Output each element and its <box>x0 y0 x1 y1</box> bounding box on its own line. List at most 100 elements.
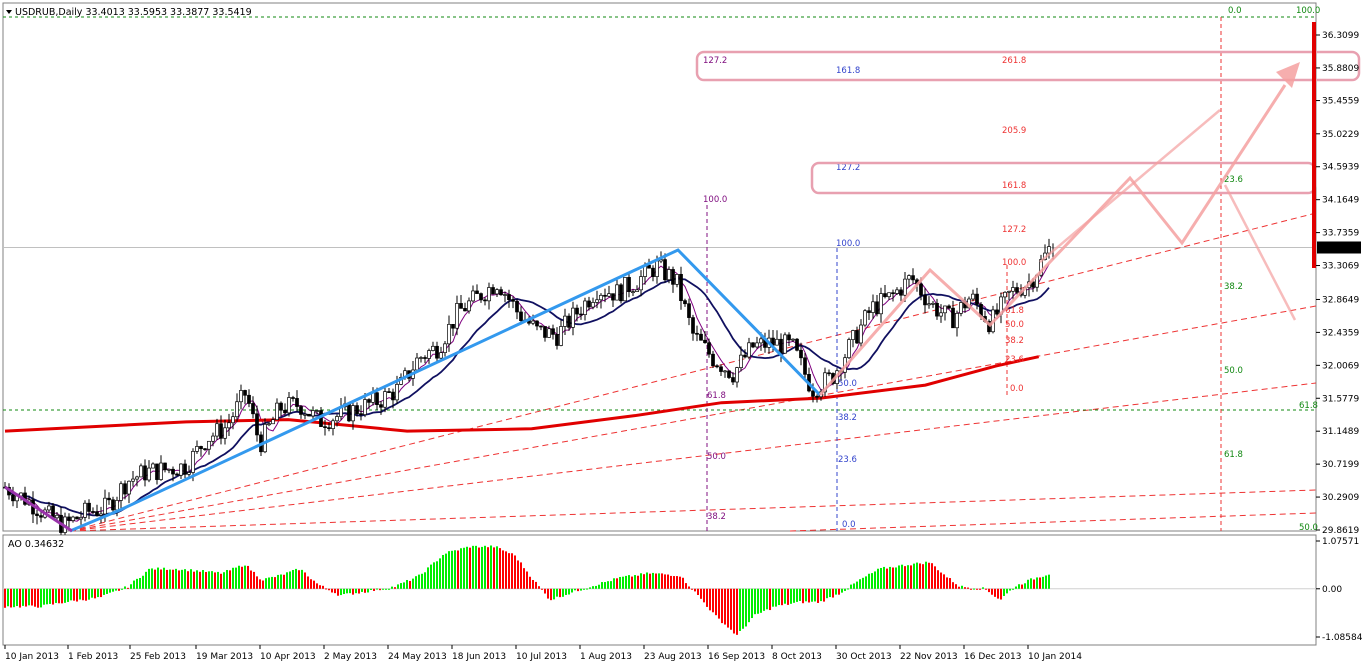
fib-label: 100.0 <box>703 195 727 205</box>
candle-body <box>395 384 399 401</box>
ao-bar <box>616 578 618 589</box>
ao-bar <box>670 575 672 589</box>
overlay-layer: 0.0 100.0 127.2 161.8 261.8 205.9 127.2 161.8 23… <box>4 6 1361 533</box>
ao-bar <box>205 571 207 589</box>
ao-bar <box>904 566 906 589</box>
ao-bar <box>772 588 774 607</box>
ao-bar <box>49 588 51 604</box>
ao-bar <box>247 565 249 589</box>
candle-body <box>415 357 419 371</box>
ao-bar <box>739 588 741 631</box>
ao-bar <box>880 568 882 589</box>
ao-bar <box>463 547 465 589</box>
ao-bar <box>751 588 753 619</box>
candle-body <box>179 463 183 476</box>
ao-bar <box>940 572 942 589</box>
fib-label: 23.6 <box>1005 355 1024 365</box>
range-bar <box>1312 22 1316 268</box>
candle-body <box>919 283 923 296</box>
fib-label: 161.8 <box>1002 181 1026 191</box>
ao-bar <box>451 550 453 589</box>
candle-body <box>943 305 947 314</box>
ao-bar <box>1018 584 1020 589</box>
candle-body <box>703 339 707 344</box>
ao-bar <box>460 548 462 589</box>
ao-bar <box>505 551 507 589</box>
candle-body <box>351 405 355 422</box>
candle-body <box>275 402 279 421</box>
ao-bar <box>535 581 537 589</box>
ao-bar <box>832 588 834 598</box>
candle-body <box>35 513 39 516</box>
chart-header[interactable]: USDRUB,Daily 33.4013 33.5953 33.3877 33.… <box>6 7 252 18</box>
ao-bar <box>760 588 762 613</box>
candle-body <box>579 313 583 316</box>
ao-bar <box>112 588 114 592</box>
ao-bar <box>865 576 867 589</box>
candle-body <box>107 497 111 501</box>
candle-body <box>583 300 587 315</box>
ao-bar <box>640 573 642 589</box>
candle-body <box>687 303 691 318</box>
candle-body <box>103 497 107 515</box>
candle-body <box>887 292 891 298</box>
candle-body <box>539 325 543 328</box>
ao-bar <box>139 577 141 589</box>
ao-bar <box>274 577 276 589</box>
ao-bar <box>391 586 393 589</box>
price-tick-label: 30.2909 <box>1322 493 1359 503</box>
ao-bar <box>55 588 57 603</box>
fib-label: 0.0 <box>1228 6 1242 16</box>
candle-body <box>487 287 491 302</box>
ao-bar <box>502 550 504 589</box>
ao-bar <box>370 588 372 590</box>
candle-body <box>975 293 979 305</box>
ao-bar <box>520 562 522 589</box>
ao-bar <box>964 587 966 589</box>
candle-body <box>283 409 287 414</box>
candle-body <box>723 370 727 373</box>
ao-bar <box>766 588 768 610</box>
ao-bar <box>958 586 960 589</box>
ao-bar <box>67 588 69 602</box>
candle-body <box>243 390 247 396</box>
price-tick-label: 36.3099 <box>1322 31 1359 41</box>
candle-body <box>699 333 703 341</box>
candle-body <box>479 293 483 301</box>
ao-bar <box>850 584 852 589</box>
ao-bar <box>331 588 333 593</box>
ao-bar <box>37 588 39 608</box>
candle-body <box>299 406 303 415</box>
date-tick-label: 18 Jun 2013 <box>452 652 506 662</box>
ao-bar <box>601 582 603 589</box>
ao-bar <box>862 577 864 589</box>
candle-body <box>387 391 391 393</box>
candle-body <box>651 267 655 277</box>
ao-bar <box>196 570 198 589</box>
candle-body <box>715 365 719 368</box>
current-price-label: 33.5419 <box>1320 243 1357 253</box>
candle-body <box>39 515 43 518</box>
candle-body <box>199 446 203 450</box>
projection-path <box>818 84 1287 396</box>
ao-bar <box>835 588 837 595</box>
candle-body <box>679 273 683 301</box>
candle-body <box>471 290 475 302</box>
fan-line-2 <box>69 305 1317 532</box>
ao-bar <box>385 588 387 590</box>
ao-bar <box>361 588 363 592</box>
ao-bar <box>574 588 576 591</box>
ao-bar <box>136 578 138 589</box>
ao-bar <box>1030 578 1032 589</box>
candle-body <box>551 328 555 335</box>
candle-body <box>535 320 539 327</box>
ao-bar <box>25 588 27 607</box>
ao-bar <box>298 570 300 589</box>
ao-bar <box>121 588 123 590</box>
candle-body <box>131 478 135 482</box>
triangle-down-icon[interactable] <box>6 10 12 14</box>
ao-bar <box>97 588 99 598</box>
ao-bar <box>937 570 939 589</box>
